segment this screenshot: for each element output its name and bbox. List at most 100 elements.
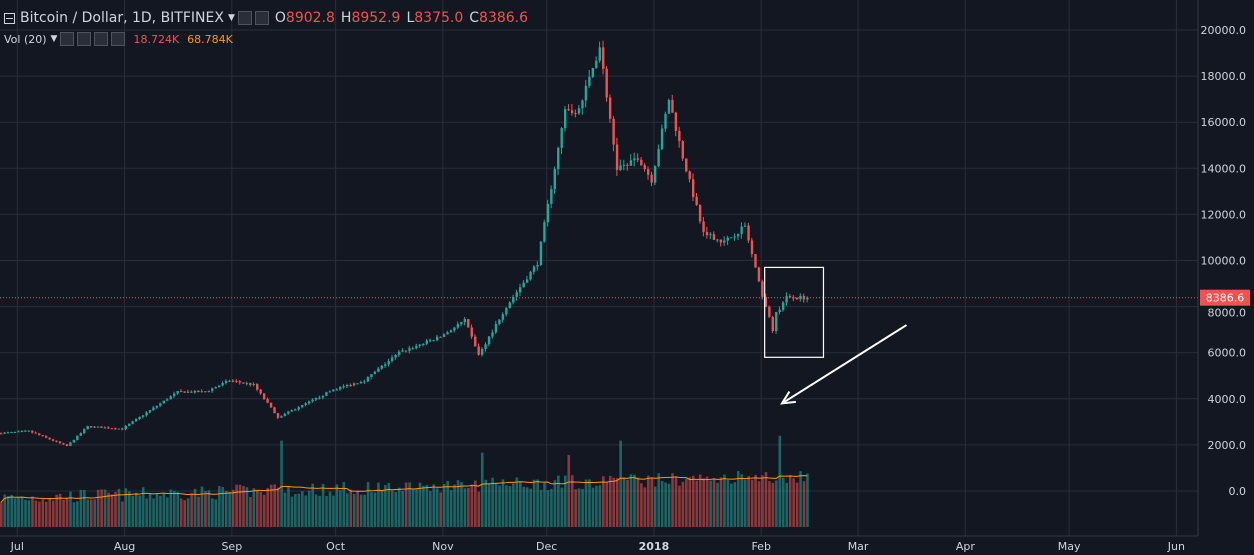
volume-bar [667, 483, 671, 527]
candle-body [750, 240, 754, 255]
candle-body [162, 400, 166, 404]
x-axis: Jul Aug Sep Oct Nov Dec 2018 Feb Mar Apr May Jun [10, 540, 1185, 553]
volume-bar [512, 483, 515, 527]
candle-body [301, 405, 304, 408]
candle-body [781, 302, 785, 310]
volume-bar [363, 494, 366, 527]
volume-bar [487, 483, 491, 527]
volume-bar [747, 476, 750, 527]
candle-body [456, 324, 460, 328]
volume-bar [349, 489, 353, 527]
volume-bar [626, 479, 629, 527]
volume-bar [252, 488, 256, 527]
candle-body [539, 241, 543, 266]
candle-body [647, 169, 650, 175]
volume-bar [124, 488, 128, 527]
candle-body [96, 426, 100, 428]
volume-bar [38, 501, 41, 527]
volume-bar [44, 501, 48, 527]
candle-body [512, 297, 515, 303]
volume-bar [709, 480, 712, 527]
volume-bar [653, 486, 657, 527]
volume-bar [321, 483, 325, 527]
candle-body [702, 221, 705, 232]
candle-body [688, 171, 691, 180]
candle-body [38, 433, 41, 436]
candle-body [328, 391, 332, 393]
volume-bar [318, 495, 321, 527]
settings-icon[interactable] [60, 32, 75, 46]
volume-bar [674, 476, 678, 527]
volume-bar [806, 473, 809, 527]
candle-body [20, 431, 24, 433]
settings-icon[interactable] [237, 11, 252, 25]
candle-body [605, 68, 608, 98]
candle-body [117, 428, 121, 430]
chevron-down-icon[interactable]: ▼ [227, 13, 235, 23]
volume-bar [103, 489, 107, 527]
x-tick-label: Nov [432, 540, 454, 553]
volume-bar [231, 489, 235, 527]
volume-bar [86, 499, 90, 527]
volume-bar [31, 496, 34, 527]
volume-bar [311, 483, 314, 527]
high-value: 8952.9 [351, 10, 401, 26]
volume-bar [141, 487, 145, 527]
candle-body [173, 393, 176, 397]
collapse-icon[interactable] [4, 12, 15, 24]
volume-bar [467, 488, 470, 527]
y-tick-label: 14000.0 [1201, 162, 1247, 175]
volume-bar [560, 487, 564, 527]
volume-bar [41, 499, 45, 527]
symbol-title[interactable]: Bitcoin / Dollar, 1D, BITFINEX [20, 10, 224, 26]
candle-body [148, 410, 152, 413]
volume-bar [557, 475, 560, 527]
candle-body [325, 392, 328, 396]
volume-bar [539, 489, 543, 527]
candle-body [13, 431, 17, 433]
volume-bar [6, 496, 10, 527]
volume-bar [128, 491, 131, 527]
candle-body [640, 159, 643, 166]
volume-bar [432, 484, 436, 527]
y-axis: 20000.0 18000.0 16000.0 14000.0 12000.0 10000… [1201, 24, 1247, 498]
volume-bar [629, 474, 633, 527]
candle-body [356, 383, 359, 385]
candle-body [200, 391, 204, 393]
candle-body [446, 332, 449, 335]
volume-title[interactable]: Vol (20) [4, 32, 47, 46]
plus-icon[interactable] [94, 32, 109, 46]
volume-bar [173, 490, 176, 527]
volume-bar [370, 492, 373, 527]
candle-body [671, 100, 674, 113]
candle-body [608, 97, 612, 119]
volume-bar [83, 490, 86, 527]
highlight-rectangle [764, 266, 825, 358]
price-tag: 8386.6 [1206, 292, 1245, 305]
volume-bar [13, 498, 17, 527]
candle-body [58, 441, 62, 444]
chevron-down-icon[interactable]: ▼ [50, 34, 58, 44]
volume-bar [276, 487, 280, 527]
volume-bar [612, 477, 616, 527]
gear-icon[interactable] [77, 32, 92, 46]
volume-bar [615, 478, 619, 527]
close-icon[interactable] [111, 32, 126, 46]
candle-body [93, 426, 96, 428]
volume-bar [584, 479, 588, 527]
volume-bar [602, 476, 605, 527]
volume-bar [404, 482, 408, 527]
candle-body [124, 425, 127, 430]
hide-icon[interactable] [254, 11, 269, 25]
candle-body [197, 390, 200, 393]
candle-body [574, 113, 577, 115]
candle-body [692, 179, 695, 198]
volume-bar [200, 486, 204, 527]
candle-body [377, 368, 380, 372]
volume-bar [792, 478, 795, 527]
candle-body [48, 437, 51, 440]
candle-body [204, 391, 207, 393]
candle-body [297, 407, 300, 410]
candle-body [141, 415, 145, 417]
